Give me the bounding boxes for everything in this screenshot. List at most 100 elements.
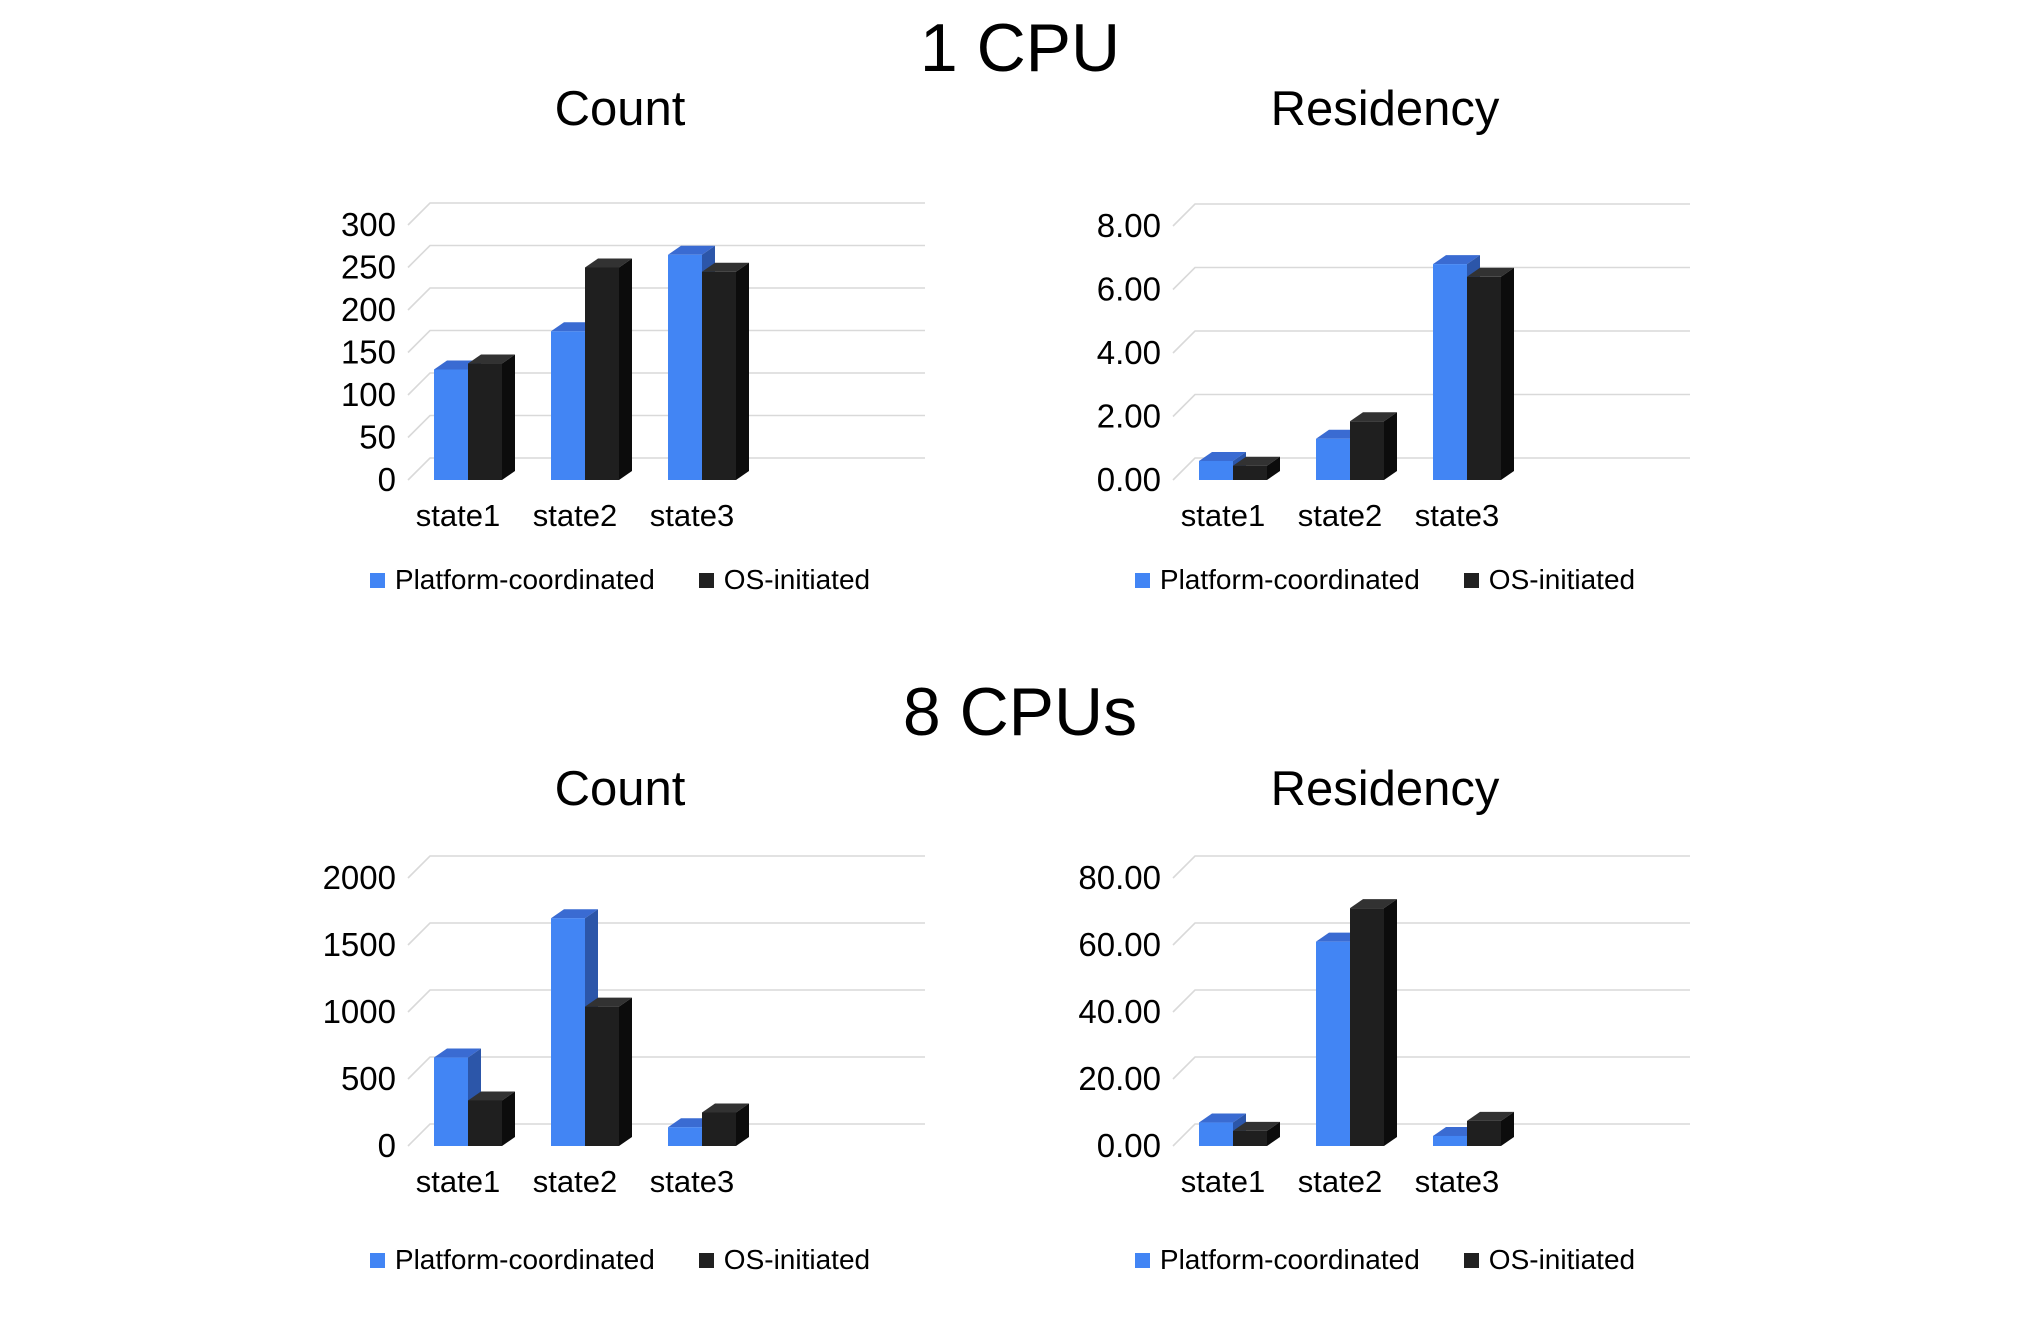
chart-title: Residency [1270,82,1500,136]
chart-legend: Platform-coordinated OS-initiated [1015,1242,1755,1278]
section-title-1-cpu: 1 CPU [919,10,1121,86]
chart-legend: Platform-coordinated OS-initiated [250,562,990,598]
bar-side-os-initiated-state3 [1501,267,1514,480]
legend-item-platform-coordinated: Platform-coordinated [1134,1244,1420,1276]
legend-label: OS-initiated [1488,1244,1636,1275]
gridline [407,1056,925,1080]
bar-top-os-initiated-state2 [585,997,632,1007]
gridline [1172,922,1690,946]
y-tick-label: 20.00 [1078,1060,1161,1097]
y-tick-label: 250 [341,249,396,286]
legend-swatch-icon [1134,1252,1150,1268]
chart-plot-area: 0 500 1000 1500 2000 state1 state2 state3 [323,855,925,1199]
chart-title: Count [554,762,686,816]
legend-label: OS-initiated [1488,564,1636,595]
gridline [407,329,925,354]
bar-top-os-initiated-state3 [1467,267,1514,277]
legend-label: Platform-coordinated [1159,564,1420,595]
bar-top-platform-coordinated-state1 [1199,1113,1246,1123]
legend-label: Platform-coordinated [394,1244,655,1275]
chart-legend: Platform-coordinated OS-initiated [250,1242,990,1278]
chart-1cpu-count: Count 0 50 100 150 200 250 300 state1 state2 state… [250,78,990,598]
bar-top-os-initiated-state1 [468,354,515,364]
x-category-label: state1 [416,498,500,533]
bar-top-os-initiated-state3 [702,262,749,272]
legend-item-os-initiated: OS-initiated [698,564,870,596]
y-tick-label: 300 [341,206,396,243]
chart-plot-area: 0.00 20.00 40.00 60.00 80.00 state1 state2 stat… [1078,855,1690,1199]
chart-plot-area: 0.00 2.00 4.00 6.00 8.00 state1 state2 state3 [1097,203,1690,533]
y-tick-label: 0.00 [1097,461,1161,498]
bar-side-os-initiated-state2 [619,258,632,480]
gridline [1172,855,1690,879]
bar-platform-coordinated-state1 [1199,460,1233,480]
gridline [407,1123,925,1147]
y-tick-label: 1000 [323,993,396,1030]
bar-top-os-initiated-state3 [702,1103,749,1113]
y-tick-label: 200 [341,291,396,328]
legend-item-os-initiated: OS-initiated [1463,1244,1636,1276]
gridline [407,855,925,879]
y-tick-label: 0.00 [1097,1127,1161,1164]
y-tick-label: 500 [341,1060,396,1097]
legend-label: OS-initiated [723,1244,871,1275]
y-tick-label: 0 [378,461,396,498]
bar-platform-coordinated-state3 [668,254,702,480]
x-category-label: state2 [1298,1164,1382,1199]
chart-legend: Platform-coordinated OS-initiated [1015,562,1755,598]
gridline [1172,203,1690,227]
chart-title: Residency [1270,762,1500,816]
bar-os-initiated-state3 [1467,1120,1501,1146]
bar-platform-coordinated-state1 [434,1057,468,1146]
bar-os-initiated-state1 [1233,1130,1267,1146]
x-category-label: state3 [1415,498,1499,533]
x-category-label: state2 [533,1164,617,1199]
bar-side-os-initiated-state2 [1384,412,1397,480]
bar-top-platform-coordinated-state1 [1199,451,1246,461]
chart-8cpu-count: Count 0 500 1000 1500 2000 state1 state2 state3 P… [250,758,990,1278]
bar-top-platform-coordinated-state3 [1433,255,1480,265]
chart-1cpu-residency: Residency 0.00 2.00 4.00 6.00 8.00 state1 state… [1015,78,1755,598]
bar-os-initiated-state3 [1467,276,1501,480]
x-category-label: state3 [650,1164,734,1199]
bar-top-os-initiated-state3 [1467,1111,1514,1121]
bar-top-os-initiated-state2 [1350,899,1397,909]
bar-platform-coordinated-state3 [1433,1135,1467,1146]
x-category-label: state1 [1181,498,1265,533]
bar-side-os-initiated-state2 [1384,899,1397,1146]
bar-side-os-initiated-state1 [1267,456,1280,480]
y-tick-label: 80.00 [1078,859,1161,896]
section-title-8-cpus: 8 CPUs [902,674,1138,750]
chart-plot-area: 0 50 100 150 200 250 300 state1 state2 state3 [341,202,925,533]
legend-swatch-icon [698,572,714,588]
gridline [1172,989,1690,1013]
legend-swatch-icon [369,1252,385,1268]
bar-platform-coordinated-state2 [551,918,585,1146]
bar-side-os-initiated-state3 [736,1103,749,1146]
bar-top-os-initiated-state1 [1233,1121,1280,1131]
bar-os-initiated-state2 [1350,421,1384,480]
x-category-label: state1 [416,1164,500,1199]
y-tick-label: 2000 [323,859,396,896]
gridline [407,989,925,1013]
gridline [407,372,925,396]
bar-side-os-initiated-state1 [502,1091,515,1146]
legend-swatch-icon [698,1252,714,1268]
bar-side-os-initiated-state3 [736,262,749,480]
bar-os-initiated-state3 [702,271,736,480]
bar-os-initiated-state2 [585,267,619,480]
bar-side-os-initiated-state2 [619,997,632,1146]
legend-swatch-icon [1134,572,1150,588]
gridline [1172,330,1690,354]
legend-swatch-icon [1463,572,1479,588]
gridline [1172,1056,1690,1080]
gridline [407,414,925,439]
bar-top-os-initiated-state1 [468,1091,515,1101]
gridline [1172,457,1690,481]
legend-swatch-icon [1463,1252,1479,1268]
bar-top-platform-coordinated-state3 [668,245,715,255]
bar-side-os-initiated-state3 [1501,1111,1514,1146]
gridline [1172,393,1690,418]
bar-os-initiated-state3 [702,1112,736,1146]
